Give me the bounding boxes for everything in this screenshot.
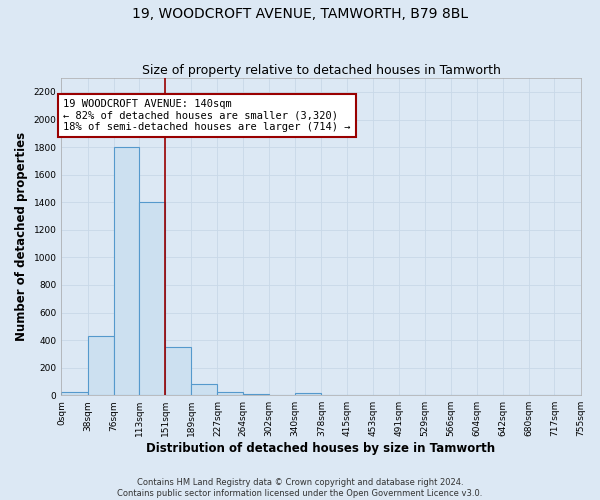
Bar xyxy=(295,393,322,395)
Bar xyxy=(88,336,113,395)
Bar xyxy=(243,394,269,395)
Bar xyxy=(165,347,191,395)
Text: 19 WOODCROFT AVENUE: 140sqm
← 82% of detached houses are smaller (3,320)
18% of : 19 WOODCROFT AVENUE: 140sqm ← 82% of det… xyxy=(63,99,350,132)
Bar xyxy=(139,202,165,395)
Bar xyxy=(113,147,139,395)
Title: Size of property relative to detached houses in Tamworth: Size of property relative to detached ho… xyxy=(142,64,500,77)
Bar xyxy=(61,392,88,395)
Y-axis label: Number of detached properties: Number of detached properties xyxy=(15,132,28,341)
X-axis label: Distribution of detached houses by size in Tamworth: Distribution of detached houses by size … xyxy=(146,442,496,455)
Text: Contains HM Land Registry data © Crown copyright and database right 2024.
Contai: Contains HM Land Registry data © Crown c… xyxy=(118,478,482,498)
Bar xyxy=(217,392,243,395)
Bar xyxy=(191,384,217,395)
Text: 19, WOODCROFT AVENUE, TAMWORTH, B79 8BL: 19, WOODCROFT AVENUE, TAMWORTH, B79 8BL xyxy=(132,8,468,22)
